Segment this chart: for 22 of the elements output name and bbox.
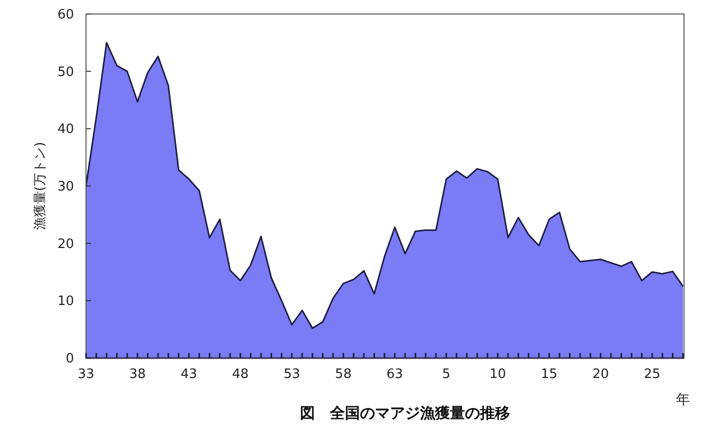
x-tick-label: 5 bbox=[442, 367, 450, 382]
x-tick-label: 15 bbox=[540, 367, 558, 382]
y-tick-label: 60 bbox=[57, 8, 74, 23]
x-tick-label: 48 bbox=[232, 367, 249, 382]
x-tick-label: 38 bbox=[129, 367, 146, 382]
x-tick-label: 53 bbox=[284, 367, 300, 382]
x-tick-label: 58 bbox=[335, 367, 352, 382]
y-tick-label: 10 bbox=[57, 294, 74, 310]
text: 図 全国のマアジ漁獲量の推移 bbox=[300, 404, 510, 422]
x-tick-label: 20 bbox=[592, 367, 609, 382]
y-tick-label: 20 bbox=[57, 236, 74, 252]
y-tick-label: 0 bbox=[66, 352, 74, 367]
y-tick-label: 50 bbox=[57, 64, 74, 80]
y-tick-label: 30 bbox=[57, 180, 74, 195]
x-tick-label: 25 bbox=[644, 367, 660, 382]
x-axis-title: 年 bbox=[676, 392, 690, 408]
y-tick-label: 40 bbox=[57, 122, 74, 138]
y-axis-title: 漁獲量(万トン) bbox=[33, 142, 48, 230]
x-tick-label: 63 bbox=[386, 367, 404, 382]
x-tick-label: 33 bbox=[78, 367, 94, 382]
x-tick-label: 43 bbox=[180, 367, 198, 382]
x-tick-label: 10 bbox=[489, 367, 506, 382]
